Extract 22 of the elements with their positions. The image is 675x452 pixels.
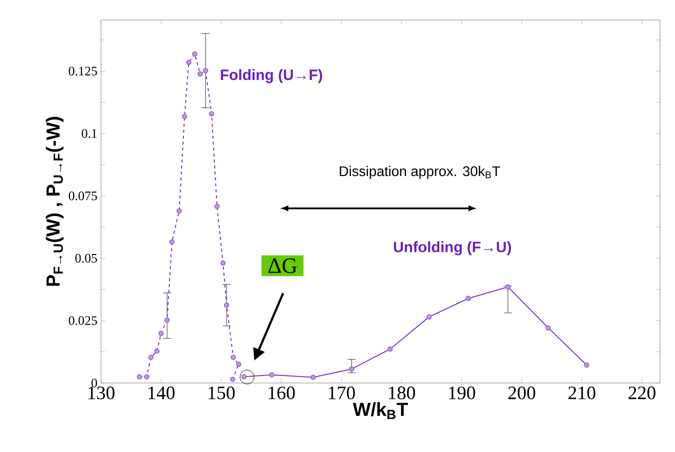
x-tick-label: 160 — [268, 386, 295, 400]
y-axis-title: P$_{F→U}$(W) , P$_{U→F}$(-W) — [46, 116, 64, 286]
x-tick-label: 140 — [148, 386, 175, 400]
y-tick-label: 0.075 — [68, 191, 97, 200]
x-tick-label: 200 — [508, 386, 536, 400]
y-tick-label: 0.125 — [68, 66, 97, 76]
series-label: Folding (U→F) — [220, 69, 322, 84]
x-tick-label: 130 — [88, 386, 114, 400]
y-tick-label: 0.1 — [82, 129, 97, 138]
x-axis-title: W/k$_{B}$T — [352, 402, 408, 420]
x-tick-label: 180 — [388, 386, 416, 400]
y-tick-label: 0.025 — [68, 316, 97, 326]
x-tick-label: 190 — [449, 386, 476, 400]
y-tick-label: 0 — [92, 378, 97, 388]
y-tick-label: 0.05 — [75, 254, 97, 263]
annotation: ΔG — [268, 258, 297, 274]
x-tick-label: 170 — [328, 386, 355, 400]
series-label: Unfolding (F→U) — [394, 241, 511, 256]
x-tick-label: 150 — [208, 386, 235, 400]
x-tick-label: 210 — [568, 386, 596, 400]
x-tick-label: 220 — [628, 386, 656, 400]
annotation: Dissipation approx. 30k$_{B}$T — [340, 166, 500, 179]
